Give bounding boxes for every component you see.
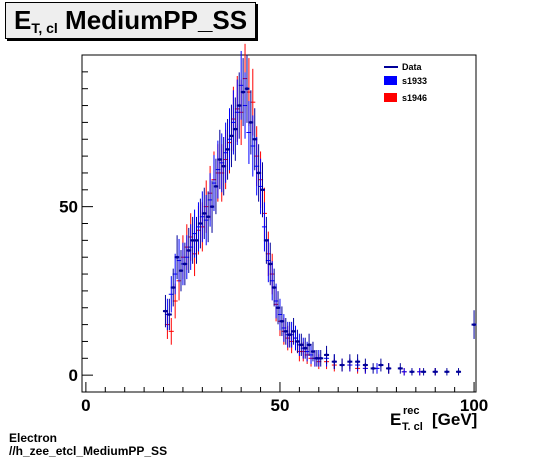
- data-point-data: [355, 354, 361, 370]
- data-point-data: [362, 358, 368, 372]
- legend-swatch-s1946: [384, 93, 397, 102]
- data-point-data: [347, 354, 353, 370]
- x-tick-label: 0: [81, 396, 90, 415]
- data-point-data: [444, 368, 450, 376]
- x-axis-title-sup: rec: [403, 405, 420, 417]
- legend-label-s1946: s1946: [402, 93, 427, 103]
- y-tick-label: 0: [69, 366, 78, 385]
- x-axis-title-unit: [GeV]: [432, 410, 477, 429]
- data-point-data: [252, 108, 258, 171]
- data-point-data: [162, 294, 168, 328]
- data-point-data: [201, 187, 207, 240]
- data-point-data: [318, 350, 324, 367]
- data-point-data: [225, 119, 231, 180]
- data-point-data: [279, 306, 285, 337]
- data-point-data: [166, 298, 172, 331]
- data-point-data: [386, 363, 392, 374]
- y-tick-label: 50: [59, 198, 78, 217]
- data-point-data: [260, 162, 266, 218]
- data-point-data: [170, 268, 176, 307]
- data-point-data: [324, 345, 330, 365]
- data-point-data: [263, 216, 269, 264]
- data-point-data: [432, 368, 438, 376]
- data-point-data: [267, 242, 273, 286]
- data-point-data: [331, 354, 337, 370]
- data-point-data: [409, 368, 415, 376]
- data-point-data: [294, 329, 300, 354]
- data-point-data: [339, 358, 345, 372]
- data-point-s1946: [168, 317, 174, 345]
- data-point-data: [310, 341, 316, 362]
- data-point-data: [314, 350, 320, 367]
- title-rest: MediumPP_SS: [57, 5, 248, 35]
- title-subscript: T, cl: [31, 20, 58, 36]
- data-point-data: [370, 363, 376, 374]
- data-point-data: [271, 268, 277, 307]
- data-point-data: [232, 97, 238, 161]
- data-point-data: [194, 216, 200, 264]
- data-point-data: [456, 368, 462, 376]
- data-point-data: [244, 54, 250, 123]
- series-data: [162, 54, 477, 376]
- data-point-data: [197, 198, 203, 249]
- data-point-data: [213, 158, 219, 215]
- data-point-data: [287, 321, 293, 348]
- data-point-data: [174, 235, 180, 280]
- data-point-data: [221, 137, 227, 196]
- data-point-data: [209, 180, 215, 233]
- data-point-data: [248, 90, 254, 155]
- data-point-data: [182, 242, 188, 286]
- series-s1933: [164, 50, 438, 376]
- data-point-s1933: [401, 368, 407, 376]
- x-axis-title: E rec T, cl [GeV]: [390, 405, 477, 430]
- data-point-data: [275, 291, 281, 325]
- footer: Electron //h_zee_etcl_MediumPP_SS: [9, 432, 167, 458]
- chart-title: ET, cl MediumPP_SS: [5, 2, 256, 39]
- data-point-data: [178, 250, 184, 292]
- data-point-data: [205, 191, 211, 243]
- data-point-data: [283, 317, 289, 345]
- title-main: E: [14, 5, 32, 35]
- axis-ticks: 0 50 100 0 50: [59, 54, 488, 415]
- chart-plot: 0 50 100 0 50 Data s1933 s1946 E rec T, cl […: [59, 43, 488, 430]
- data-point-data: [217, 129, 223, 190]
- data-point-data: [298, 333, 304, 356]
- data-point-data: [306, 333, 312, 356]
- x-tick-label: 100: [460, 396, 488, 415]
- data-point-data: [302, 337, 308, 359]
- footer-line1: Electron: [9, 431, 58, 445]
- data-point-data: [256, 144, 262, 202]
- plot-frame: [81, 54, 477, 393]
- data-point-data: [397, 363, 403, 374]
- data-point-data: [421, 368, 427, 376]
- data-point-data: [228, 104, 234, 168]
- legend: Data s1933 s1946: [384, 62, 427, 103]
- footer-line2: //h_zee_etcl_MediumPP_SS: [9, 444, 168, 458]
- data-point-data: [236, 72, 242, 139]
- data-point-data: [240, 58, 246, 127]
- data-point-data: [291, 317, 297, 345]
- data-point-data: [186, 227, 192, 274]
- x-tick-label: 50: [271, 396, 290, 415]
- legend-swatch-s1933: [384, 76, 397, 85]
- x-axis-title-main: E: [390, 410, 401, 429]
- data-point-data: [378, 358, 384, 372]
- x-axis-title-sub: T, cl: [402, 421, 423, 430]
- legend-label-s1933: s1933: [402, 76, 427, 86]
- series-layer: [162, 43, 477, 376]
- legend-label-data: Data: [402, 62, 423, 72]
- data-point-data: [471, 310, 477, 339]
